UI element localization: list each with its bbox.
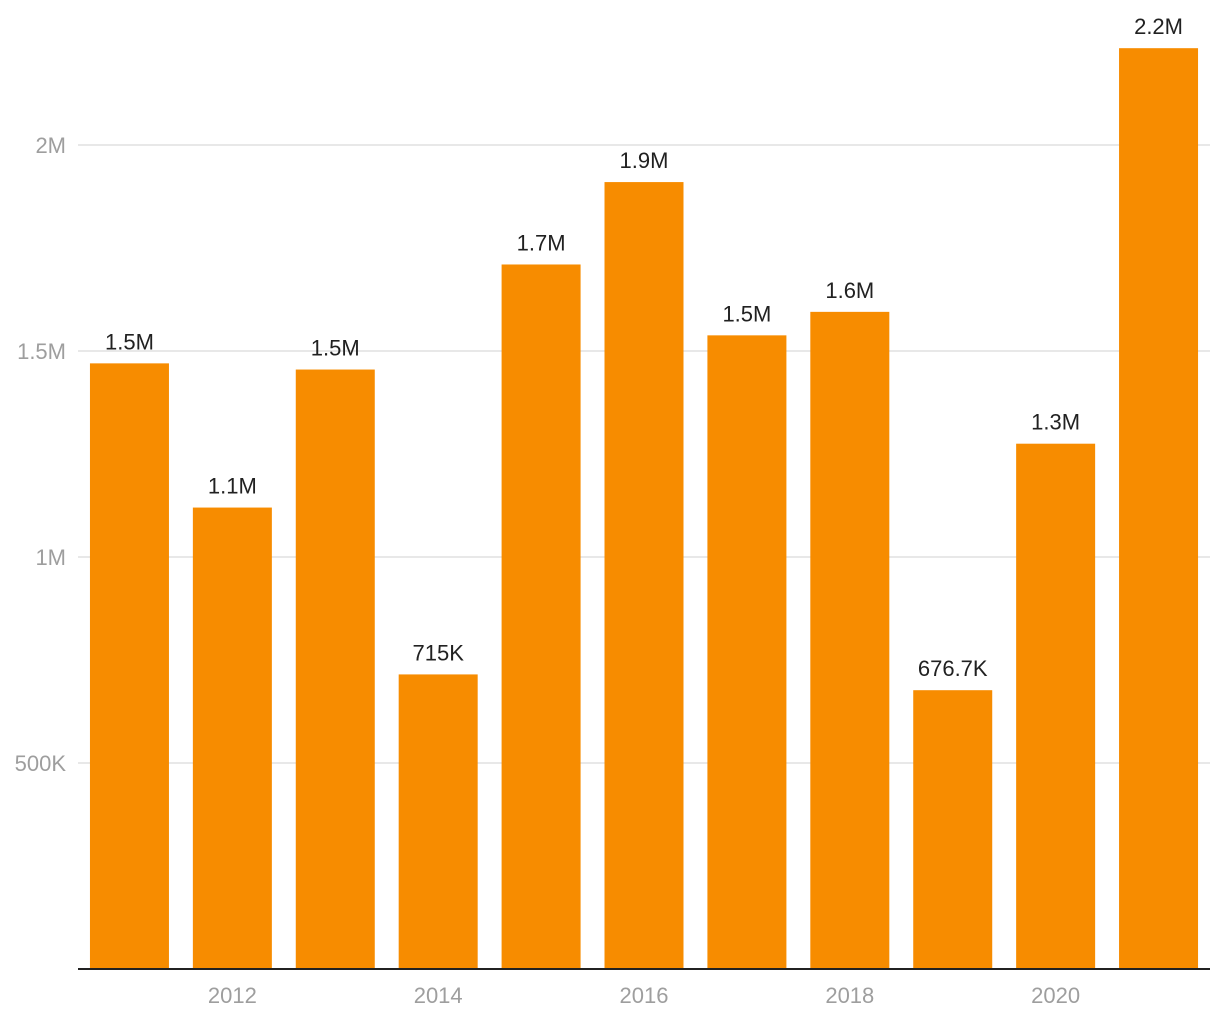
- y-axis-tick-labels: 500K 1M 1.5M 2M: [15, 133, 67, 776]
- y-tick-label-1: 1M: [35, 545, 66, 570]
- x-tick-label-2018: 2018: [825, 983, 874, 1008]
- x-axis-tick-labels: 2012 2014 2016 2018 2020: [208, 983, 1080, 1008]
- bar-2020: [1016, 443, 1096, 969]
- bar-2019: [913, 690, 993, 969]
- bar-2021: [1119, 48, 1199, 970]
- x-tick-label-2020: 2020: [1031, 983, 1080, 1008]
- data-labels: 1.5M 1.1M 1.5M 715K 1.7M 1.9M 1.5M 1.6M 676.7K 1.…: [105, 14, 1183, 681]
- data-label-2017: 1.5M: [722, 301, 771, 326]
- x-tick-label-2012: 2012: [208, 983, 257, 1008]
- bar-2011: [89, 363, 169, 969]
- x-tick-label-2016: 2016: [620, 983, 669, 1008]
- data-label-2021: 2.2M: [1134, 14, 1183, 39]
- y-tick-label-2: 1.5M: [17, 339, 66, 364]
- data-label-2012: 1.1M: [208, 474, 257, 499]
- bar-2014: [398, 674, 478, 969]
- y-tick-label-3: 2M: [35, 133, 66, 158]
- bar-2016: [604, 182, 684, 969]
- bar-2013: [295, 369, 375, 969]
- data-label-2015: 1.7M: [517, 230, 566, 255]
- bar-2017: [707, 335, 787, 969]
- data-label-2011: 1.5M: [105, 329, 154, 354]
- y-tick-label-0: 500K: [15, 751, 67, 776]
- data-label-2016: 1.9M: [620, 148, 669, 173]
- data-label-2018: 1.6M: [825, 278, 874, 303]
- bar-2015: [501, 264, 581, 970]
- bar-2012: [192, 507, 272, 969]
- data-label-2020: 1.3M: [1031, 410, 1080, 435]
- bars: [89, 48, 1199, 970]
- data-label-2013: 1.5M: [311, 336, 360, 361]
- data-label-2019: 676.7K: [918, 656, 988, 681]
- x-tick-label-2014: 2014: [414, 983, 463, 1008]
- data-label-2014: 715K: [412, 640, 464, 665]
- bar-2018: [810, 311, 890, 969]
